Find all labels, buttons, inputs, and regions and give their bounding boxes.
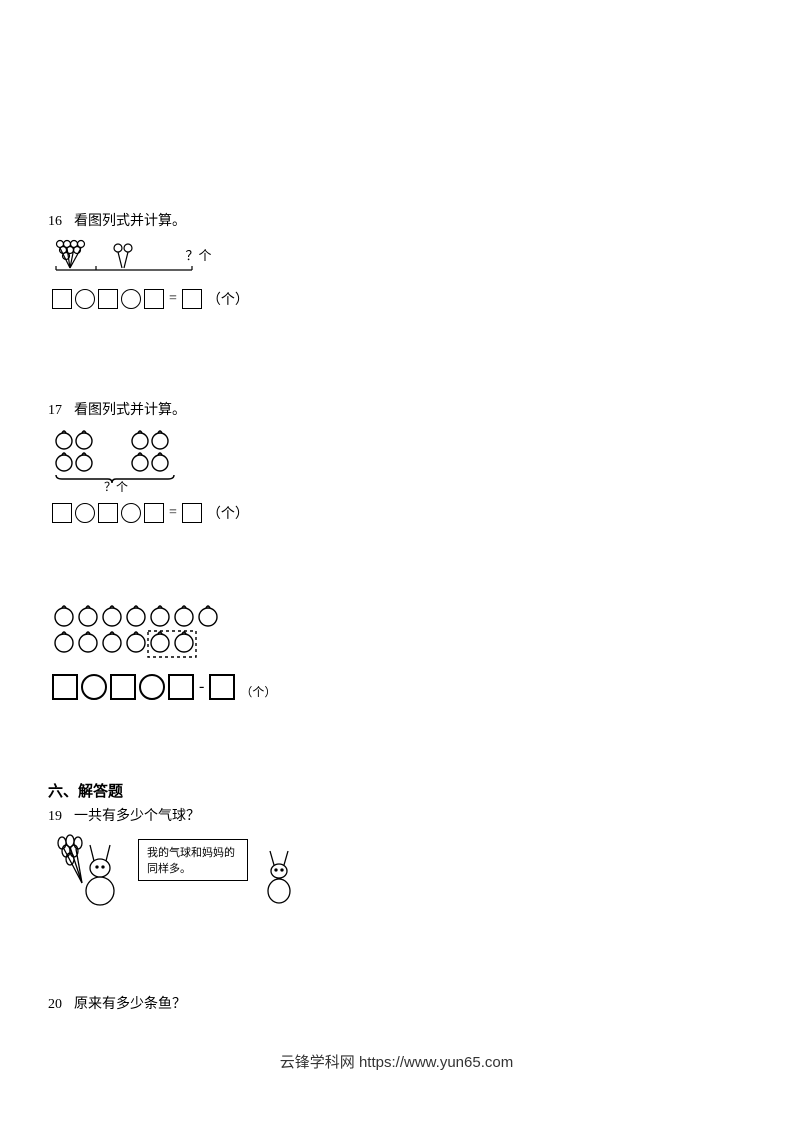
equation-box xyxy=(182,289,202,309)
question-header: 16 看图列式并计算。 xyxy=(48,210,745,230)
minus-sign: - xyxy=(199,678,204,696)
question-20: 20 原来有多少条鱼？ xyxy=(48,993,745,1013)
equation-circle xyxy=(139,674,165,700)
speech-bubble-text: 我的气球和妈妈的同样多。 xyxy=(147,847,235,875)
question-number: 19 xyxy=(48,809,62,825)
equation-circle xyxy=(75,289,95,309)
question-text: 看图列式并计算。 xyxy=(74,399,186,419)
apples-diagram: ？个 xyxy=(52,427,202,492)
equation-box xyxy=(98,289,118,309)
equation-box xyxy=(52,674,78,700)
equation-box xyxy=(52,289,72,309)
question-18: - （个） xyxy=(48,603,745,700)
q17-figure: ？个 xyxy=(52,427,745,497)
question-17: 17 看图列式并计算。 ？个 xyxy=(48,399,745,523)
equation-box xyxy=(168,674,194,700)
speech-bubble: 我的气球和妈妈的同样多。 xyxy=(138,839,248,881)
question-header: 20 原来有多少条鱼？ xyxy=(48,993,745,1013)
q19-figure: 我的气球和妈妈的同样多。 xyxy=(52,833,745,913)
q16-equation: = （个） xyxy=(52,289,745,309)
equation-circle xyxy=(75,503,95,523)
equation-suffix: （个） xyxy=(240,683,276,700)
equation-box xyxy=(144,289,164,309)
equation-box xyxy=(182,503,202,523)
page-footer: 云锋学科网 https://www.yun65.com xyxy=(0,1051,793,1072)
question-header: 19 一共有多少个气球？ xyxy=(48,805,745,825)
question-number: 17 xyxy=(48,403,62,419)
question-header: 17 看图列式并计算。 xyxy=(48,399,745,419)
question-number: 16 xyxy=(48,214,62,230)
q16-figure: ？个 xyxy=(52,238,745,283)
equation-box xyxy=(110,674,136,700)
question-text: 看图列式并计算。 xyxy=(74,210,186,230)
question-16: 16 看图列式并计算。 xyxy=(48,210,745,309)
q17-equation: = （个） xyxy=(52,503,745,523)
equals-sign: = xyxy=(169,291,177,307)
rabbit-right-icon xyxy=(254,833,304,913)
page-content: 16 看图列式并计算。 xyxy=(0,0,793,1013)
equation-suffix: （个） xyxy=(207,503,249,523)
pumpkins-diagram xyxy=(52,603,252,663)
question-text: 原来有多少条鱼？ xyxy=(74,993,186,1013)
question-19: 19 一共有多少个气球？ 我的气 xyxy=(48,805,745,913)
question-number: 20 xyxy=(48,997,62,1013)
equation-box xyxy=(144,503,164,523)
q18-figure xyxy=(52,603,745,668)
q18-equation: - （个） xyxy=(52,674,745,700)
equation-circle xyxy=(121,503,141,523)
equation-box xyxy=(98,503,118,523)
equals-sign: = xyxy=(169,505,177,521)
equation-circle xyxy=(81,674,107,700)
q16-qmark-label: ？个 xyxy=(186,248,212,263)
question-text: 一共有多少个气球？ xyxy=(74,805,200,825)
equation-box xyxy=(209,674,235,700)
svg-text:？个: ？个 xyxy=(104,480,128,492)
rabbit-left-icon xyxy=(52,833,132,913)
footer-text: 云锋学科网 https://www.yun65.com xyxy=(280,1054,513,1071)
section-header: 六、解答题 xyxy=(48,780,745,801)
equation-box xyxy=(52,503,72,523)
equation-suffix: （个） xyxy=(207,289,249,309)
equation-circle xyxy=(121,289,141,309)
